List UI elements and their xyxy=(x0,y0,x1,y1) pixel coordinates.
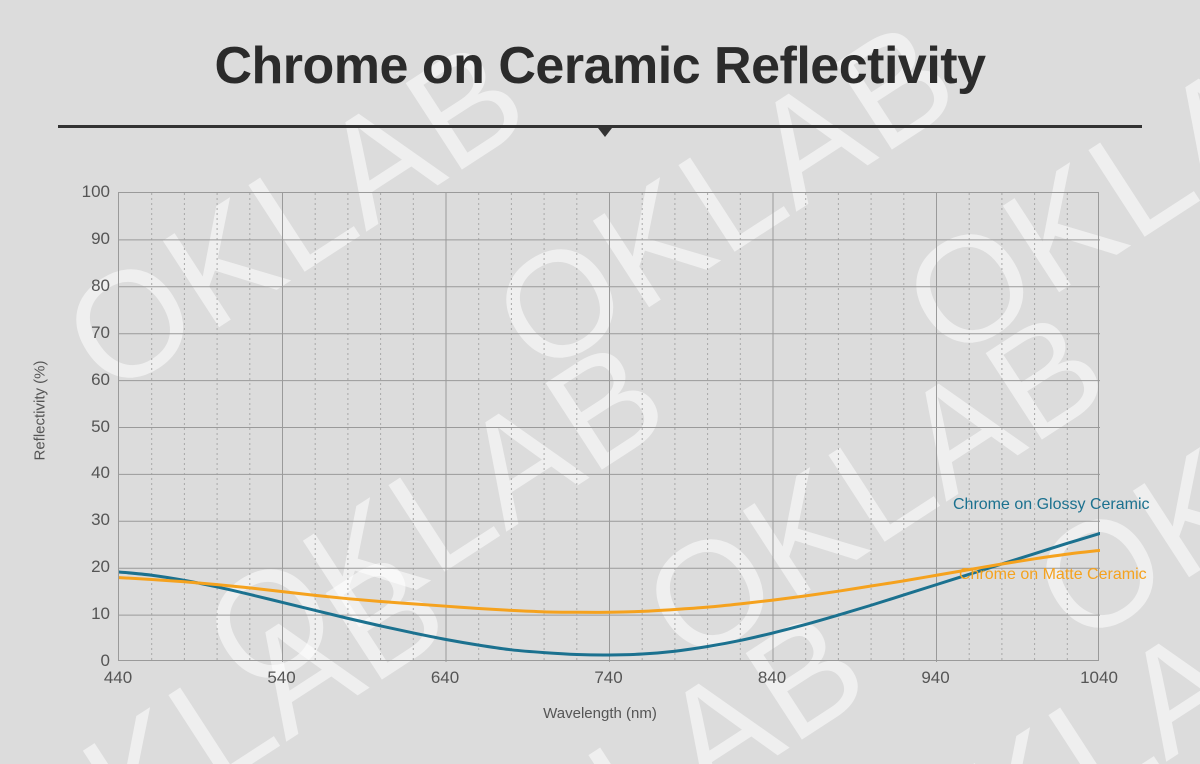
series-label-matte: Chrome on Matte Ceramic xyxy=(959,566,1147,583)
x-tick-label: 1040 xyxy=(1080,668,1118,687)
series-line-1 xyxy=(119,548,1100,614)
y-tick-label: 80 xyxy=(91,275,110,295)
series-paths xyxy=(119,531,1100,657)
x-tick-label: 840 xyxy=(757,668,787,687)
x-tick-label: 540 xyxy=(267,668,296,687)
plot-canvas xyxy=(119,193,1100,662)
title-divider-marker-icon xyxy=(598,128,612,137)
x-tick-label: 440 xyxy=(103,668,133,687)
x-tick-label: 940 xyxy=(921,668,950,687)
x-axis-title: Wavelength (nm) xyxy=(543,705,657,722)
y-axis-title: Reflectivity (%) xyxy=(31,360,49,461)
y-tick-label: 40 xyxy=(91,463,110,483)
grid-minor xyxy=(151,193,1068,662)
y-tick-label: 0 xyxy=(100,651,110,670)
y-tick-label: 20 xyxy=(91,557,110,577)
page-title: Chrome on Ceramic Reflectivity xyxy=(214,37,986,95)
series-label-glossy: Chrome on Glossy Ceramic xyxy=(953,496,1150,513)
plot-area xyxy=(118,192,1100,662)
y-tick-label: 90 xyxy=(91,228,110,248)
x-axis-ticks: 440 540 640 740 840 940 1040 xyxy=(104,668,1118,694)
y-tick-label: 30 xyxy=(91,510,110,530)
y-tick-label: 60 xyxy=(91,369,110,389)
y-tick-label: 10 xyxy=(91,604,110,624)
x-tick-label: 640 xyxy=(430,668,460,687)
series-line-0 xyxy=(119,531,1100,657)
grid-major xyxy=(119,193,1100,662)
y-tick-label: 100 xyxy=(81,182,110,201)
y-tick-label: 70 xyxy=(91,322,110,342)
title-divider xyxy=(58,125,1142,128)
x-tick-label: 740 xyxy=(594,668,623,687)
y-axis-ticks: 0 10 20 30 40 50 60 70 80 90 100 xyxy=(52,182,110,670)
y-tick-label: 50 xyxy=(91,416,110,436)
